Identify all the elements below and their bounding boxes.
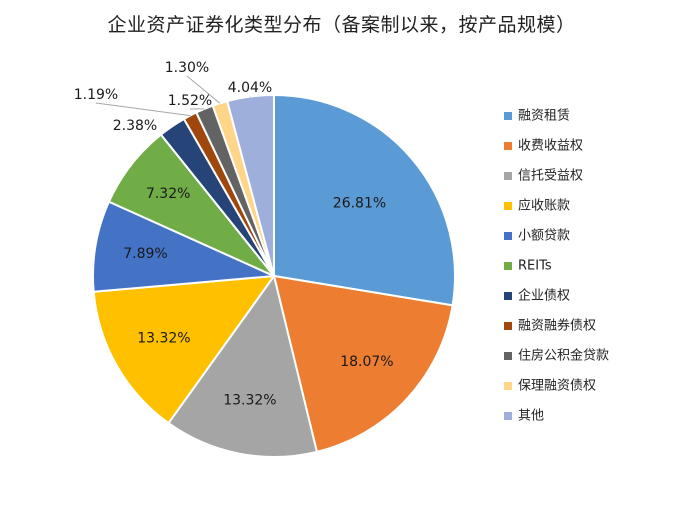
legend-swatch-3 xyxy=(504,172,512,180)
legend-label-6: REITs xyxy=(518,259,552,274)
legend-label-1: 融资租赁 xyxy=(518,109,570,124)
legend-swatch-5 xyxy=(504,232,512,240)
legend-label-10: 保理融资债权 xyxy=(518,378,596,394)
legend-label-3: 信托受益权 xyxy=(518,168,583,184)
data-labels: 26.81% 18.07% 13.32% 13.32% 7.89% 7.32% 2.38% 1… xyxy=(74,60,394,408)
data-label-3: 13.32% xyxy=(223,392,276,408)
legend-swatch-6 xyxy=(504,262,512,270)
leader-lines xyxy=(95,75,251,117)
pie-slice-4 xyxy=(92,274,277,425)
legend-label-9: 住房公积金贷款 xyxy=(518,348,609,364)
legend-label-4: 应收账款 xyxy=(518,198,570,214)
data-label-5: 7.89% xyxy=(123,246,167,262)
legend-swatch-11 xyxy=(504,412,512,420)
leader-line-10 xyxy=(186,75,221,104)
legend-label-2: 收费收益权 xyxy=(518,138,583,154)
legend-label-7: 企业债权 xyxy=(518,288,570,304)
data-label-11: 4.04% xyxy=(228,80,272,96)
data-label-7: 2.38% xyxy=(113,118,157,134)
legend-swatch-9 xyxy=(504,352,512,360)
data-label-10: 1.30% xyxy=(165,60,209,76)
legend-label-11: 其他 xyxy=(518,409,544,424)
pie-slice-3 xyxy=(167,273,319,458)
legend-swatch-7 xyxy=(504,292,512,300)
data-label-1: 26.81% xyxy=(333,195,386,211)
data-label-9: 1.52% xyxy=(168,93,212,109)
legend-swatch-4 xyxy=(504,202,512,210)
data-label-2: 18.07% xyxy=(340,354,393,370)
data-label-6: 7.32% xyxy=(146,186,190,202)
legend-swatch-8 xyxy=(504,322,512,330)
legend-label-8: 融资融券债权 xyxy=(518,318,596,334)
chart-title: 企业资产证券化类型分布（备案制以来，按产品规模） xyxy=(107,14,576,36)
pie-slice-11 xyxy=(226,93,275,277)
legend-swatch-1 xyxy=(504,112,512,120)
pie-slice-1 xyxy=(273,93,456,307)
data-label-4: 13.32% xyxy=(137,331,190,347)
pie-slice-5 xyxy=(92,200,278,293)
pie-slice-2 xyxy=(272,274,454,454)
pie-slices xyxy=(92,93,456,458)
data-label-8: 1.19% xyxy=(74,87,118,103)
legend-swatch-2 xyxy=(504,142,512,150)
legend-swatch-10 xyxy=(504,382,512,390)
legend-label-5: 小额贷款 xyxy=(518,229,570,244)
leader-line-8 xyxy=(95,102,191,117)
